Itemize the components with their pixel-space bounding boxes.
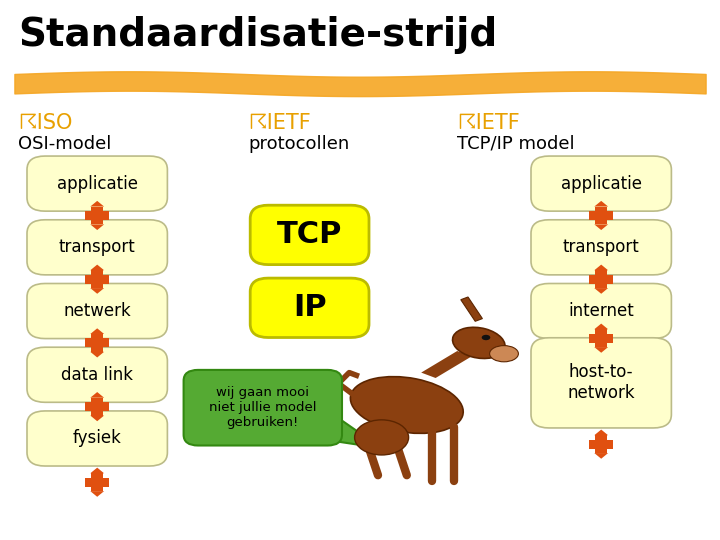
FancyBboxPatch shape [531,284,671,339]
Text: ☈IETF: ☈IETF [248,113,311,133]
Polygon shape [90,416,104,421]
FancyBboxPatch shape [91,397,103,416]
FancyBboxPatch shape [531,338,671,428]
FancyBboxPatch shape [86,402,109,411]
FancyBboxPatch shape [86,478,109,487]
FancyBboxPatch shape [27,284,167,339]
Text: internet: internet [568,302,634,320]
Polygon shape [594,288,608,294]
FancyBboxPatch shape [27,220,167,275]
Text: ☈IETF: ☈IETF [457,113,520,133]
Polygon shape [594,323,608,329]
Polygon shape [594,430,608,435]
Polygon shape [421,351,472,378]
Text: TCP/IP model: TCP/IP model [457,135,575,153]
Polygon shape [594,347,608,353]
FancyBboxPatch shape [595,329,607,347]
Polygon shape [90,392,104,397]
Text: netwerk: netwerk [63,302,131,320]
FancyBboxPatch shape [531,220,671,275]
Polygon shape [90,224,104,230]
FancyBboxPatch shape [91,270,103,288]
Text: data link: data link [61,366,133,384]
Text: TCP: TCP [277,220,342,249]
FancyBboxPatch shape [251,205,369,265]
FancyBboxPatch shape [27,347,167,402]
FancyBboxPatch shape [86,211,109,220]
FancyBboxPatch shape [91,206,103,224]
FancyBboxPatch shape [595,206,607,224]
FancyBboxPatch shape [531,156,671,211]
FancyBboxPatch shape [590,211,613,220]
FancyBboxPatch shape [91,473,103,491]
Polygon shape [594,265,608,270]
Polygon shape [594,453,608,458]
Text: host-to-
network: host-to- network [567,363,635,402]
FancyBboxPatch shape [86,275,109,284]
Polygon shape [90,491,104,497]
FancyBboxPatch shape [86,339,109,347]
FancyBboxPatch shape [251,278,369,338]
Text: applicatie: applicatie [561,174,642,193]
Text: applicatie: applicatie [57,174,138,193]
Text: IP: IP [293,293,326,322]
FancyBboxPatch shape [590,275,613,284]
Text: fysiek: fysiek [73,429,122,448]
Ellipse shape [354,420,409,455]
FancyBboxPatch shape [595,270,607,288]
Polygon shape [310,413,382,448]
FancyBboxPatch shape [590,334,613,343]
Text: protocollen: protocollen [248,135,350,153]
Text: transport: transport [563,238,639,256]
Ellipse shape [490,346,518,362]
Ellipse shape [482,335,490,340]
Polygon shape [90,201,104,206]
Polygon shape [594,224,608,230]
Text: OSI-model: OSI-model [18,135,112,153]
FancyBboxPatch shape [27,156,167,211]
Text: Standaardisatie-strijd: Standaardisatie-strijd [18,16,498,54]
FancyBboxPatch shape [184,370,342,446]
Polygon shape [90,265,104,270]
Text: ☈ISO: ☈ISO [18,113,73,133]
FancyBboxPatch shape [590,440,613,449]
FancyBboxPatch shape [91,334,103,352]
FancyBboxPatch shape [595,435,607,453]
Ellipse shape [453,327,505,359]
Text: wij gaan mooi
niet jullie model
gebruiken!: wij gaan mooi niet jullie model gebruike… [209,386,317,429]
Polygon shape [90,352,104,357]
Polygon shape [90,468,104,473]
Ellipse shape [351,376,463,434]
FancyBboxPatch shape [27,411,167,466]
Text: transport: transport [59,238,135,256]
Polygon shape [594,201,608,206]
Polygon shape [90,288,104,294]
Polygon shape [90,328,104,334]
Polygon shape [461,297,482,321]
